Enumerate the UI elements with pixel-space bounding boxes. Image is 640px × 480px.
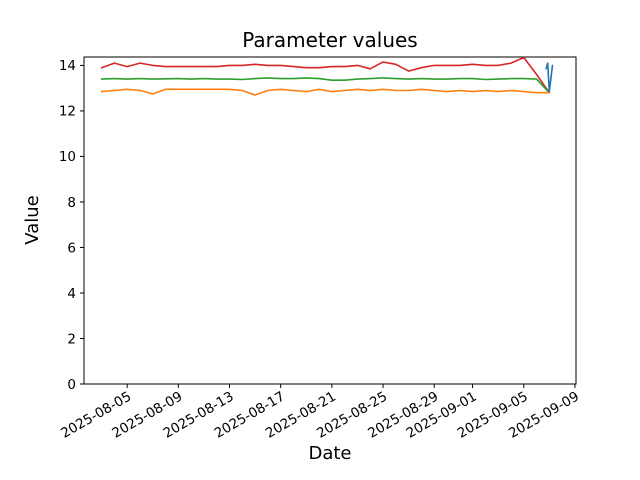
series-line-red [100, 56, 551, 94]
series-line-green [100, 77, 551, 94]
y-tick-label: 6 [67, 240, 76, 256]
plot-area [83, 56, 577, 385]
y-tick-label: 2 [67, 331, 76, 347]
series-line-orange [100, 88, 551, 96]
y-tick-label: 8 [67, 195, 76, 211]
series-line-blue [545, 62, 554, 93]
y-tick-label: 10 [59, 149, 76, 165]
y-tick-label: 12 [59, 104, 76, 120]
y-tick-label: 14 [59, 58, 76, 74]
y-tick-label: 4 [67, 286, 76, 302]
x-axis-label: Date [308, 443, 351, 464]
y-tick-label: 0 [67, 377, 76, 393]
series-layer [100, 56, 554, 96]
y-axis-label: Value [22, 195, 43, 244]
chart-title: Parameter values [242, 28, 417, 52]
